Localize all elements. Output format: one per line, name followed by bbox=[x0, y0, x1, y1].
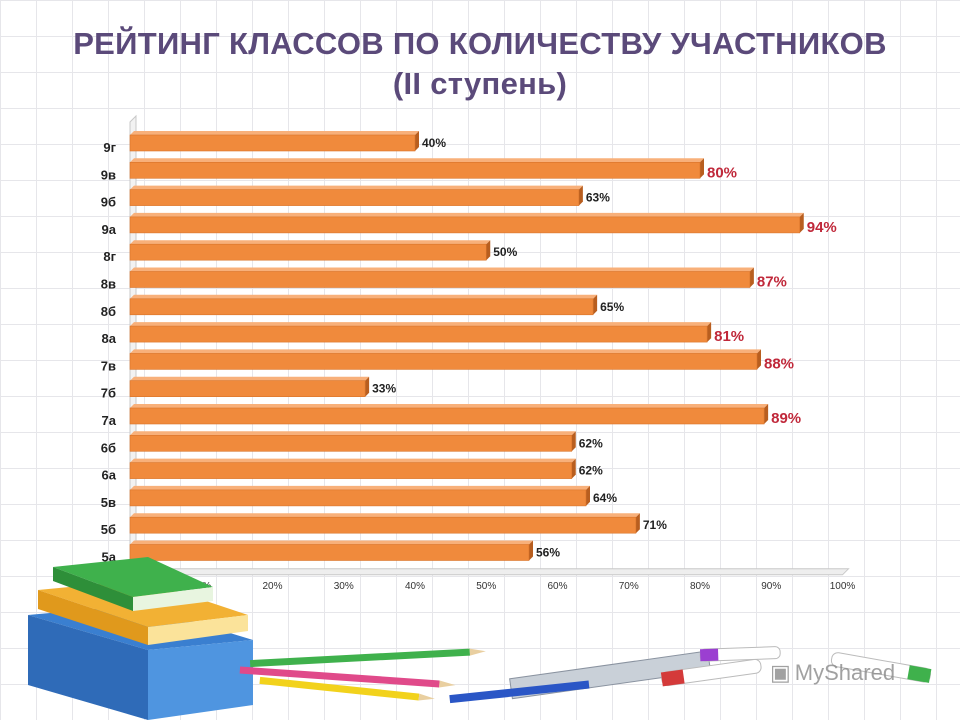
data-label: 94% bbox=[807, 219, 837, 236]
bar-end bbox=[764, 404, 769, 424]
bar bbox=[129, 216, 801, 234]
data-label: 81% bbox=[714, 328, 744, 345]
bar-top bbox=[130, 404, 769, 408]
bar bbox=[129, 544, 530, 561]
data-label: 88% bbox=[764, 355, 794, 372]
bar-top bbox=[130, 458, 576, 463]
bar-top bbox=[130, 131, 419, 135]
data-label: 40% bbox=[422, 136, 446, 150]
data-label: 89% bbox=[771, 410, 801, 427]
x-tick-label: 50% bbox=[476, 581, 496, 592]
x-tick-label: 20% bbox=[262, 581, 282, 592]
bar-top bbox=[130, 322, 712, 327]
x-tick-label: 40% bbox=[405, 581, 425, 592]
stationery-illustration bbox=[239, 646, 932, 704]
bar-top bbox=[130, 349, 761, 354]
bar-end bbox=[757, 349, 761, 370]
data-label: 87% bbox=[757, 274, 787, 291]
bar-end bbox=[700, 158, 704, 179]
x-tick-label: 100% bbox=[830, 581, 856, 592]
bar bbox=[129, 162, 701, 179]
category-label: 6а bbox=[102, 468, 117, 483]
bar-end bbox=[578, 185, 583, 206]
bar-end bbox=[593, 294, 598, 315]
bar-end bbox=[365, 376, 370, 397]
bar bbox=[129, 189, 580, 206]
data-label: 33% bbox=[372, 382, 396, 396]
data-label: 65% bbox=[600, 300, 624, 314]
data-label: 50% bbox=[493, 245, 517, 259]
bar-end bbox=[799, 212, 804, 233]
category-label: 8г bbox=[103, 249, 116, 264]
chart-subtitle: (II ступень) bbox=[392, 66, 568, 101]
watermark-text: MyShared bbox=[794, 660, 896, 685]
category-label: 7в bbox=[101, 358, 116, 373]
data-label: 64% bbox=[593, 491, 617, 505]
watermark: ▣ MyShared bbox=[770, 660, 895, 686]
chart-title: РЕЙТИНГ КЛАССОВ ПО КОЛИЧЕСТВУ УЧАСТНИКОВ bbox=[73, 26, 887, 61]
bar-end bbox=[486, 240, 491, 261]
category-label: 8а bbox=[102, 331, 117, 346]
bar bbox=[129, 462, 573, 479]
bar-top bbox=[130, 267, 754, 272]
x-tick-label: 60% bbox=[547, 581, 567, 592]
category-label: 9а bbox=[102, 222, 117, 237]
bar-top bbox=[130, 540, 533, 545]
category-label: 5в bbox=[101, 495, 116, 510]
bar-end bbox=[415, 131, 419, 151]
bar-top bbox=[130, 431, 576, 436]
bar-end bbox=[586, 485, 590, 506]
bar-top bbox=[130, 240, 491, 245]
data-label: 80% bbox=[707, 164, 737, 181]
bar-end bbox=[529, 540, 533, 561]
bar-top bbox=[130, 212, 804, 217]
x-tick-label: 80% bbox=[690, 581, 710, 592]
x-tick-label: 90% bbox=[761, 581, 781, 592]
bar-end bbox=[635, 513, 640, 534]
bar-top bbox=[130, 485, 590, 490]
bar-top bbox=[130, 158, 704, 163]
bar bbox=[129, 380, 366, 398]
data-label: 62% bbox=[579, 464, 603, 478]
bar bbox=[129, 516, 637, 534]
category-label: 9б bbox=[101, 195, 116, 210]
bar bbox=[129, 434, 573, 452]
bar-end bbox=[571, 431, 576, 452]
category-label: 7б bbox=[101, 386, 116, 401]
data-label: 62% bbox=[579, 436, 603, 450]
data-label: 56% bbox=[536, 546, 560, 560]
bar bbox=[129, 134, 416, 152]
x-tick-label: 30% bbox=[334, 581, 354, 592]
category-label: 8в bbox=[101, 277, 116, 292]
category-label: 9г bbox=[103, 140, 116, 155]
bar-top bbox=[130, 294, 598, 299]
bar-top bbox=[130, 513, 640, 518]
bar bbox=[129, 407, 765, 425]
category-label: 5б bbox=[101, 522, 116, 537]
data-label: 71% bbox=[643, 518, 667, 532]
category-label: 9в bbox=[101, 167, 116, 182]
bar-end bbox=[749, 267, 754, 288]
bar bbox=[129, 325, 708, 343]
watermark-icon: ▣ bbox=[770, 660, 791, 685]
bar-top bbox=[130, 376, 370, 381]
bar bbox=[129, 353, 758, 370]
data-label: 63% bbox=[586, 191, 610, 205]
bar bbox=[129, 271, 751, 288]
books-illustration bbox=[28, 557, 253, 720]
bar bbox=[129, 243, 487, 261]
bar-end bbox=[707, 322, 712, 343]
bar-end bbox=[571, 458, 576, 479]
x-tick-label: 70% bbox=[619, 581, 639, 592]
bar bbox=[129, 298, 594, 316]
category-label: 8б bbox=[101, 304, 116, 319]
category-label: 7а bbox=[102, 413, 117, 428]
bar-top bbox=[130, 185, 583, 190]
bar bbox=[129, 489, 587, 507]
category-label: 6б bbox=[101, 440, 116, 455]
